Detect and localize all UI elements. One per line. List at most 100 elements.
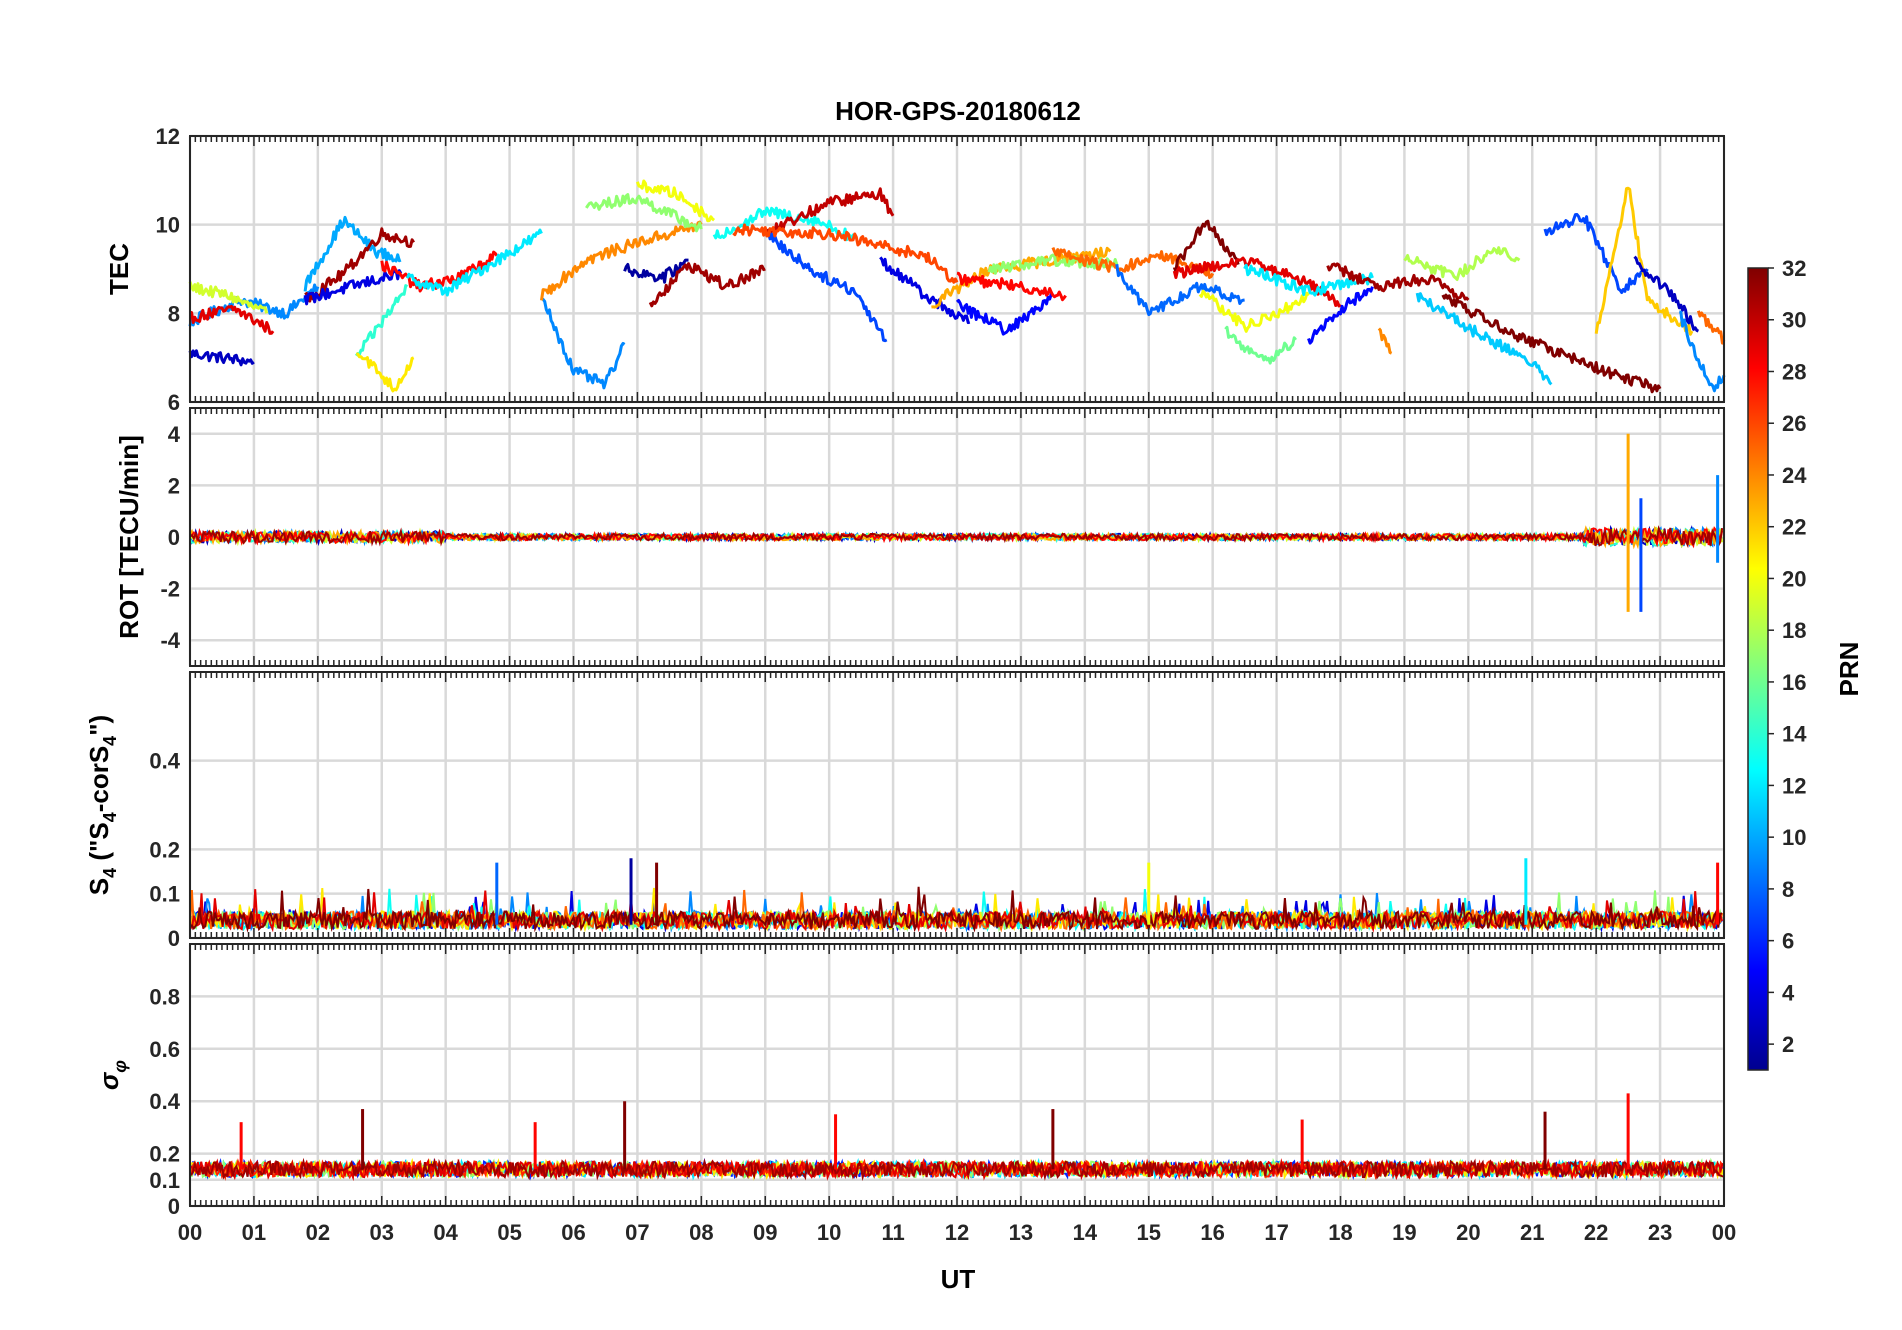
s4-ylabel-sub3: 4: [100, 736, 120, 746]
x-tick-label: 04: [433, 1220, 458, 1245]
y-tick-label: -2: [160, 577, 180, 602]
tec-series-line: [1633, 255, 1700, 333]
x-tick-label: 03: [370, 1220, 394, 1245]
x-tick-label: 16: [1200, 1220, 1224, 1245]
tec-series-line: [764, 230, 888, 343]
panel-sigphi: 00.10.2 0.4 0.6 0.8 σφ: [94, 943, 1726, 1219]
tec-ylabel: TEC: [104, 243, 134, 295]
panel-rot-lines: [189, 433, 1724, 612]
s4-ylabel-mid: ("S: [84, 822, 114, 868]
colorbar-tick-label: 14: [1782, 722, 1807, 747]
tec-series-line: [1172, 219, 1240, 273]
s4-series-line: [189, 886, 1723, 933]
tec-series-line: [405, 228, 543, 297]
colorbar-tick-label: 2: [1782, 1032, 1794, 1057]
tec-series-line: [1403, 246, 1521, 281]
tec-series-line: [1696, 310, 1726, 345]
colorbar-tick-label: 24: [1782, 463, 1807, 488]
panel-sigphi-yticks: 00.10.2 0.4 0.6 0.8: [149, 984, 180, 1219]
y-tick-label: 2: [168, 473, 180, 498]
tec-series-line: [303, 215, 402, 292]
x-tick-label: 20: [1456, 1220, 1480, 1245]
tec-series-line: [304, 227, 415, 303]
y-tick-label: 0: [168, 1194, 180, 1219]
tec-series-line: [623, 258, 689, 284]
tec-series-line: [1326, 262, 1470, 301]
y-tick-label: 6: [168, 390, 180, 415]
s4-ylabel: S4 ("S4-corS4"): [84, 715, 120, 895]
tec-series-line: [1172, 256, 1342, 308]
s4-series-line: [189, 889, 1724, 933]
colorbar-tick-label: 32: [1782, 256, 1806, 281]
x-tick-label: 05: [497, 1220, 521, 1245]
tec-series-line: [732, 223, 959, 284]
tec-series-line: [1543, 213, 1649, 294]
y-tick-label: 0.8: [149, 984, 180, 1009]
panel-s4-yticks: 0 0.1 0.2 0.4: [149, 749, 180, 951]
tec-series-line: [1115, 263, 1245, 317]
colorbar-tick-label: 16: [1782, 670, 1806, 695]
x-tick-label: 17: [1264, 1220, 1288, 1245]
x-tick-label: 00: [178, 1220, 202, 1245]
x-tick-label: 12: [945, 1220, 969, 1245]
x-tick-label: 13: [1009, 1220, 1033, 1245]
y-tick-label: 0.1: [149, 1168, 180, 1193]
tec-series-line: [188, 349, 255, 367]
y-tick-label: 10: [156, 213, 180, 238]
tec-series-line: [356, 352, 415, 393]
rot-series-line: [189, 525, 1724, 549]
x-tick-label: 21: [1520, 1220, 1544, 1245]
colorbar-tick-label: 30: [1782, 308, 1806, 333]
tec-series-line: [1243, 263, 1374, 297]
x-tick-label: 19: [1392, 1220, 1416, 1245]
panel-s4-lines: [189, 858, 1724, 933]
x-tick-label: 06: [561, 1220, 585, 1245]
x-tick-label: 00: [1712, 1220, 1736, 1245]
x-tick-label: 18: [1328, 1220, 1352, 1245]
x-tick-label: 02: [306, 1220, 330, 1245]
x-tick-label: 07: [625, 1220, 649, 1245]
tec-series-line: [955, 292, 1054, 336]
y-tick-label: 0: [168, 926, 180, 951]
x-tick-label: 22: [1584, 1220, 1608, 1245]
y-tick-label: 8: [168, 301, 180, 326]
y-tick-label: -4: [160, 628, 180, 653]
colorbar-tick-label: 8: [1782, 877, 1794, 902]
x-tick-label: 15: [1137, 1220, 1161, 1245]
s4-ylabel-sub2: 4: [100, 812, 120, 822]
tec-series-line: [987, 253, 1119, 275]
tec-series-line: [1441, 293, 1662, 394]
colorbar-tick-label: 26: [1782, 411, 1806, 436]
tec-series-line: [1415, 292, 1553, 386]
panel-tec-lines: [188, 179, 1726, 394]
colorbar-tick-label: 22: [1782, 515, 1806, 540]
x-tick-label: 14: [1073, 1220, 1098, 1245]
x-tick-label: 08: [689, 1220, 713, 1245]
colorbar-label: PRN: [1834, 642, 1864, 697]
y-tick-label: 4: [168, 422, 181, 447]
s4-ylabel-s: S: [84, 878, 114, 895]
y-tick-label: 0.4: [149, 749, 180, 774]
s4-ylabel-sub1: 4: [100, 868, 120, 878]
tec-series-line: [1224, 325, 1297, 365]
y-tick-label: 0.2: [149, 1142, 180, 1167]
colorbar-tick-label: 20: [1782, 566, 1806, 591]
colorbar-tick-label: 6: [1782, 929, 1794, 954]
colorbar-gradient: [1747, 267, 1769, 1071]
sigphi-ylabel-phi: φ: [110, 1060, 130, 1073]
y-tick-label: 0: [168, 525, 180, 550]
s4-ylabel-mid2: -corS: [84, 746, 114, 812]
sigphi-series-line: [189, 1157, 1725, 1181]
y-tick-label: 0.1: [149, 882, 180, 907]
tec-series-line: [188, 281, 269, 314]
colorbar-tick-label: 10: [1782, 825, 1806, 850]
colorbar-tick-label: 28: [1782, 359, 1806, 384]
tec-series-line: [540, 220, 703, 301]
sigphi-ylabel-sigma: σ: [94, 1071, 124, 1090]
x-tick-label: 01: [242, 1220, 266, 1245]
tec-series-line: [1594, 186, 1694, 336]
x-axis: 00 01 02 03 04 05 06 07 08 09 10 11 12 13 14 15 16 17 18 19…: [178, 1220, 1736, 1245]
tec-series-line: [956, 271, 1067, 302]
